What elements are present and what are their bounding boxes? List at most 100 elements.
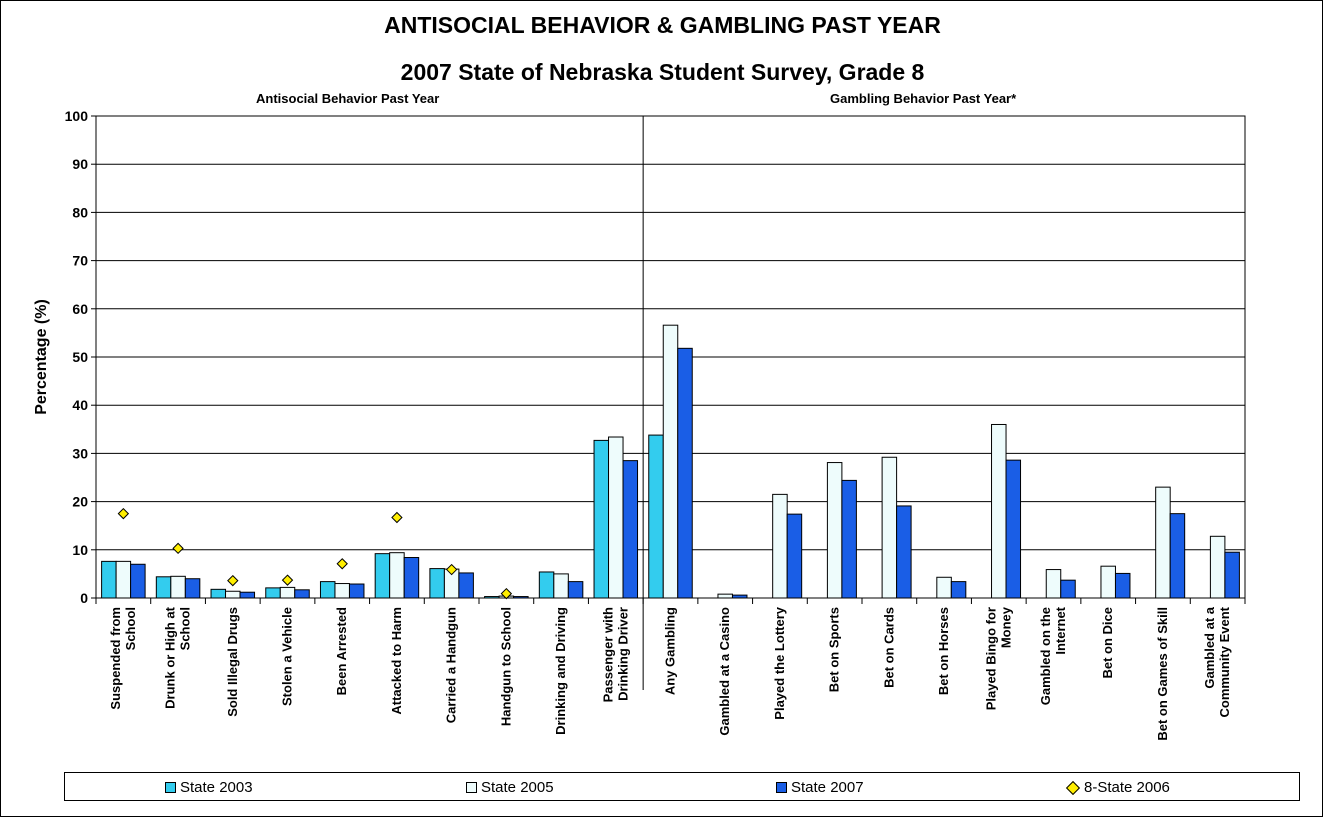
bar-state-2003-handgun-to-school	[484, 596, 500, 599]
x-tick-label-line: School	[123, 607, 138, 650]
legend-label-8-state-2006: 8-State 2006	[1084, 779, 1170, 796]
legend-marker-8-state-2006	[1065, 780, 1081, 795]
bar-state-2005-bet-on-sports	[826, 462, 843, 599]
x-tick-label-line: Bet on Cards	[881, 607, 896, 688]
x-tick-label-handgun-to-school: Handgun to School	[498, 607, 513, 726]
bar-state-2007-played-bingo-for-money	[1005, 459, 1022, 599]
bar-state-2003-passenger-with-drinking-driver	[593, 439, 610, 599]
x-tick-label-suspended-from-school: Suspended fromSchool	[108, 607, 138, 710]
x-tick-label-line: Drinking and Driving	[553, 607, 568, 735]
y-tick-label-0: 0	[80, 590, 88, 606]
bar-state-2007-bet-on-cards	[896, 505, 912, 599]
bar-state-2007-sold-illegal-drugs	[239, 591, 256, 599]
bar-state-2005-passenger-with-drinking-driver	[608, 436, 624, 599]
bar-state-2003-stolen-a-vehicle	[265, 587, 281, 599]
y-tick-label-80: 80	[72, 204, 88, 220]
bar-state-2007-carried-a-handgun	[458, 572, 474, 599]
bar-state-2005-gambled-at-a-community-event	[1209, 535, 1226, 599]
bar-state-2005-any-gambling	[662, 324, 679, 599]
x-tick-label-line: Community Event	[1217, 606, 1232, 717]
y-axis-label: Percentage (%)	[33, 299, 50, 415]
legend-item-8-state-2006: 8-State 2006	[1065, 779, 1170, 796]
section-label-antisocial: Antisocial Behavior Past Year	[256, 91, 440, 106]
legend-label-state-2005: State 2005	[481, 779, 554, 796]
bar-state-2007-gambled-at-a-community-event	[1224, 551, 1240, 599]
bar-state-2003-drunk-or-high-at-school	[155, 576, 172, 599]
bar-state-2003-any-gambling	[648, 434, 664, 599]
bar-state-2007-bet-on-games-of-skill	[1169, 513, 1186, 599]
legend-label-state-2007: State 2007	[791, 779, 864, 796]
bar-state-2007-passenger-with-drinking-driver	[622, 460, 639, 599]
legend-item-state-2003: State 2003	[165, 779, 253, 796]
x-tick-label-gambled-at-a-community-event: Gambled at aCommunity Event	[1202, 606, 1232, 717]
x-tick-label-line: Internet	[1053, 606, 1068, 654]
y-tick-label-90: 90	[72, 156, 88, 172]
bar-state-2005-bet-on-horses	[936, 576, 952, 599]
x-tick-label-line: School	[178, 607, 193, 650]
bar-state-2005-played-the-lottery	[772, 493, 788, 599]
bar-state-2007-played-the-lottery	[786, 513, 803, 599]
x-tick-label-bet-on-games-of-skill: Bet on Games of Skill	[1155, 607, 1170, 741]
y-tick-label-20: 20	[72, 494, 88, 510]
x-tick-label-line: Gambled at a Casino	[717, 607, 732, 736]
marker-8-state-2006-stolen-a-vehicle	[281, 574, 294, 586]
bar-state-2005-sold-illegal-drugs	[225, 590, 241, 599]
bar-state-2003-suspended-from-school	[101, 560, 117, 599]
x-tick-label-line: Passenger with	[600, 607, 615, 702]
x-tick-label-drinking-and-driving: Drinking and Driving	[553, 607, 568, 735]
x-tick-label-line: Bet on Horses	[936, 607, 951, 695]
bar-state-2007-any-gambling	[677, 347, 693, 599]
bar-state-2003-drinking-and-driving	[538, 571, 555, 599]
x-tick-label-bet-on-horses: Bet on Horses	[936, 607, 951, 695]
legend-item-state-2005: State 2005	[466, 779, 554, 796]
bar-state-2005-suspended-from-school	[115, 560, 132, 599]
bar-state-2005-gambled-on-the-internet	[1045, 569, 1062, 599]
bar-state-2007-stolen-a-vehicle	[294, 589, 310, 599]
bar-state-2005-bet-on-dice	[1100, 565, 1116, 599]
x-tick-label-line: Any Gambling	[663, 607, 678, 695]
x-tick-label-been-arrested: Been Arrested	[334, 607, 349, 695]
bar-state-2007-drinking-and-driving	[567, 581, 584, 599]
bar-state-2003-sold-illegal-drugs	[210, 588, 227, 599]
bar-state-2007-suspended-from-school	[130, 563, 146, 599]
x-tick-label-bet-on-sports: Bet on Sports	[827, 607, 842, 692]
bar-state-2005-bet-on-cards	[881, 456, 898, 599]
x-tick-label-carried-a-handgun: Carried a Handgun	[444, 607, 459, 723]
x-tick-label-line: Bet on Sports	[827, 607, 842, 692]
x-tick-label-played-the-lottery: Played the Lottery	[772, 606, 787, 719]
y-tick-label-40: 40	[72, 397, 88, 413]
bar-state-2005-drinking-and-driving	[553, 573, 569, 599]
bar-state-2007-gambled-at-a-casino	[731, 594, 748, 599]
chart-subtitle: 2007 State of Nebraska Student Survey, G…	[400, 59, 925, 85]
bar-state-2003-carried-a-handgun	[429, 568, 445, 599]
x-tick-label-line: Played the Lottery	[772, 606, 787, 719]
x-tick-label-stolen-a-vehicle: Stolen a Vehicle	[280, 607, 295, 706]
x-tick-label-any-gambling: Any Gambling	[663, 607, 678, 695]
bar-state-2007-bet-on-dice	[1114, 572, 1131, 599]
x-tick-label-gambled-at-a-casino: Gambled at a Casino	[717, 607, 732, 736]
bar-state-2005-gambled-at-a-casino	[717, 593, 733, 599]
x-tick-label-line: Money	[998, 606, 1013, 648]
bar-state-2005-bet-on-games-of-skill	[1155, 486, 1171, 599]
marker-8-state-2006-been-arrested	[336, 558, 348, 570]
marker-8-state-2006-carried-a-handgun	[445, 563, 458, 576]
legend-swatch-state-2005	[466, 782, 477, 793]
bar-state-2003-been-arrested	[319, 581, 336, 599]
y-tick-label-100: 100	[65, 108, 89, 124]
bar-state-2003-attacked-to-harm	[374, 553, 391, 599]
x-tick-label-gambled-on-the-internet: Gambled on theInternet	[1038, 606, 1068, 705]
x-tick-label-line: Sold Illegal Drugs	[225, 607, 240, 717]
y-tick-label-70: 70	[72, 253, 88, 269]
bar-state-2007-gambled-on-the-internet	[1060, 579, 1076, 599]
x-tick-label-line: Drinking Driver	[615, 607, 630, 701]
x-tick-label-line: Gambled at a	[1202, 606, 1217, 688]
x-tick-label-line: Been Arrested	[334, 607, 349, 695]
y-tick-label-50: 50	[72, 349, 88, 365]
bar-state-2007-handgun-to-school	[513, 596, 529, 599]
legend-swatch-state-2007	[776, 782, 787, 793]
x-tick-label-line: Drunk or High at	[163, 606, 178, 709]
marker-8-state-2006-suspended-from-school	[117, 507, 130, 520]
bar-state-2007-bet-on-sports	[841, 479, 857, 599]
